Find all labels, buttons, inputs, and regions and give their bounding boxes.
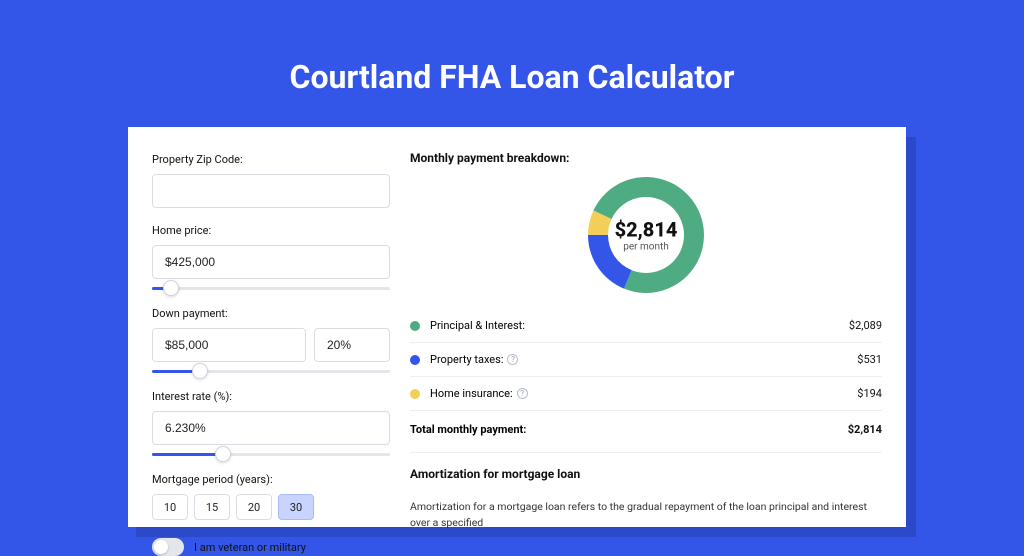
interest-rate-label: Interest rate (%): xyxy=(152,390,390,403)
interest-rate-input[interactable] xyxy=(152,411,390,445)
period-option-30[interactable]: 30 xyxy=(278,494,314,520)
zip-label: Property Zip Code: xyxy=(152,153,390,166)
down-payment-label: Down payment: xyxy=(152,307,390,320)
legend-dot xyxy=(410,321,420,331)
inputs-column: Property Zip Code: Home price: Down paym… xyxy=(152,151,390,527)
legend-dot xyxy=(410,355,420,365)
total-label: Total monthly payment: xyxy=(410,423,848,436)
home-price-slider[interactable] xyxy=(152,283,390,293)
legend-label: Principal & Interest: xyxy=(430,319,849,332)
mortgage-period-options: 10152030 xyxy=(152,494,390,520)
period-option-15[interactable]: 15 xyxy=(194,494,230,520)
results-column: Monthly payment breakdown: $2,814 per mo… xyxy=(410,151,882,527)
legend-row: Principal & Interest:$2,089 xyxy=(410,309,882,343)
total-value: $2,814 xyxy=(848,423,882,436)
mortgage-period-label: Mortgage period (years): xyxy=(152,473,390,486)
down-payment-amount-input[interactable] xyxy=(152,328,306,362)
legend-row: Home insurance:?$194 xyxy=(410,377,882,411)
down-payment-percent-input[interactable] xyxy=(314,328,390,362)
info-icon[interactable]: ? xyxy=(507,354,518,365)
legend-row: Property taxes:?$531 xyxy=(410,343,882,377)
legend-value: $2,089 xyxy=(849,319,882,332)
page-title: Courtland FHA Loan Calculator xyxy=(0,0,1024,126)
veteran-toggle-label: I am veteran or military xyxy=(194,541,306,554)
amortization-body: Amortization for a mortgage loan refers … xyxy=(410,499,882,531)
calculator-panel: Property Zip Code: Home price: Down paym… xyxy=(128,127,906,527)
donut-chart: $2,814 per month xyxy=(410,175,882,295)
period-option-10[interactable]: 10 xyxy=(152,494,188,520)
info-icon[interactable]: ? xyxy=(517,388,528,399)
veteran-toggle[interactable] xyxy=(152,538,184,556)
legend-value: $531 xyxy=(857,353,882,366)
donut-center: $2,814 per month xyxy=(615,218,678,253)
legend-dot xyxy=(410,389,420,399)
divider xyxy=(410,452,882,453)
amortization-title: Amortization for mortgage loan xyxy=(410,467,882,481)
home-price-input[interactable] xyxy=(152,245,390,279)
period-option-20[interactable]: 20 xyxy=(236,494,272,520)
legend-label: Property taxes:? xyxy=(430,353,857,366)
interest-rate-slider[interactable] xyxy=(152,449,390,459)
legend-label: Home insurance:? xyxy=(430,387,857,400)
donut-total: $2,814 xyxy=(615,218,678,242)
legend-value: $194 xyxy=(857,387,882,400)
veteran-toggle-row: I am veteran or military xyxy=(152,538,390,556)
breakdown-title: Monthly payment breakdown: xyxy=(410,151,882,165)
toggle-knob xyxy=(154,540,168,554)
total-row: Total monthly payment: $2,814 xyxy=(410,411,882,446)
down-payment-slider[interactable] xyxy=(152,366,390,376)
zip-input[interactable] xyxy=(152,174,390,208)
donut-subtext: per month xyxy=(615,242,678,253)
home-price-label: Home price: xyxy=(152,224,390,237)
